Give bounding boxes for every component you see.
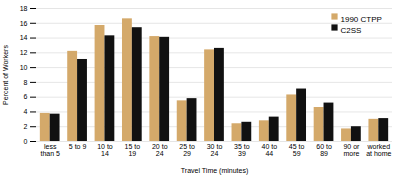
svg-text:12: 12	[20, 49, 28, 56]
svg-text:20 to24: 20 to24	[152, 143, 168, 157]
svg-text:Travel Time (minutes): Travel Time (minutes)	[181, 167, 248, 175]
svg-text:6: 6	[24, 93, 28, 100]
svg-text:8: 8	[24, 79, 28, 86]
svg-text:10: 10	[20, 64, 28, 71]
svg-text:25 to29: 25 to29	[179, 143, 195, 157]
svg-text:40 to44: 40 to44	[261, 143, 277, 157]
svg-text:45 to59: 45 to59	[289, 143, 305, 157]
svg-text:workedat home: workedat home	[366, 143, 391, 157]
svg-text:15 to19: 15 to19	[125, 143, 141, 157]
svg-text:10 to14: 10 to14	[97, 143, 113, 157]
svg-text:lessthan 5: lessthan 5	[40, 143, 60, 157]
svg-text:4: 4	[24, 108, 28, 115]
svg-text:5 to 9: 5 to 9	[69, 143, 87, 150]
svg-text:30 to24: 30 to24	[207, 143, 223, 157]
svg-text:1990 CTPP: 1990 CTPP	[341, 15, 382, 24]
svg-text:C2SS: C2SS	[341, 26, 362, 35]
svg-text:90 ormore: 90 ormore	[343, 143, 360, 157]
svg-text:35 to39: 35 to39	[234, 143, 250, 157]
svg-text:2: 2	[24, 123, 28, 130]
svg-text:18: 18	[20, 5, 28, 12]
svg-text:Percent of Workers: Percent of Workers	[2, 45, 9, 105]
svg-text:60 to89: 60 to89	[316, 143, 332, 157]
svg-text:14: 14	[20, 34, 28, 41]
svg-text:0: 0	[24, 138, 28, 145]
svg-text:16: 16	[20, 20, 28, 27]
